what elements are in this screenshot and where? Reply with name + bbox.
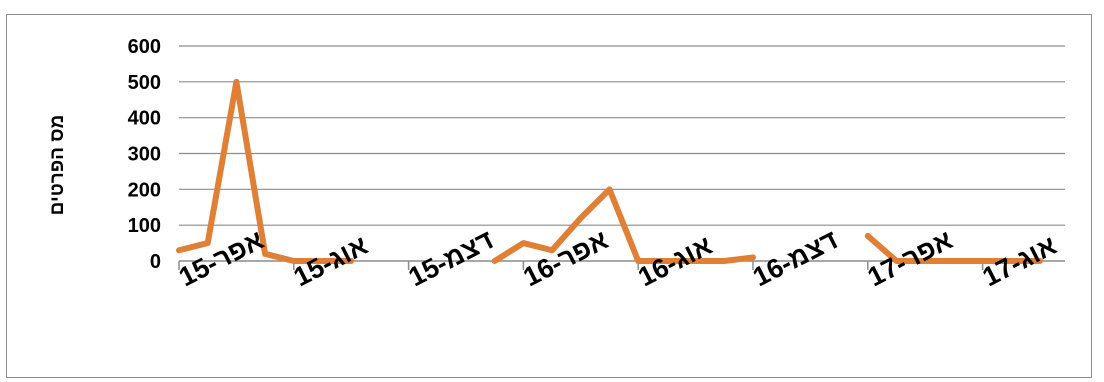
x-tick-label: אפר-17: [863, 224, 957, 292]
y-tick-label: 100: [128, 215, 161, 237]
x-tick-label: אוג-17: [978, 230, 1062, 292]
y-tick-label: 300: [128, 144, 161, 166]
x-tick-label: דצמ-15: [404, 224, 499, 292]
y-tick-label: 500: [128, 72, 161, 94]
x-tick-label: אוג-16: [633, 230, 717, 292]
y-tick-label: 400: [128, 108, 161, 130]
chart-frame: 0 100 200 300 400 500 600 אפר-15 אוג-15 דצמ-15 אפר…: [6, 14, 1092, 378]
x-tick-label: אוג-15: [289, 230, 373, 292]
cropped-title-area: [0, 0, 1104, 14]
x-tick-label: דצמ-16: [748, 224, 843, 292]
x-tick-label: אפר-15: [174, 224, 268, 292]
series-lines: [179, 82, 1040, 261]
y-tick-label: 200: [128, 179, 161, 201]
y-axis-title: מס הפרטים: [47, 115, 68, 216]
gridlines: [179, 46, 1065, 225]
series-line-segment: [179, 82, 351, 261]
line-chart: 0 100 200 300 400 500 600 אפר-15 אוג-15 דצמ-15 אפר…: [7, 15, 1091, 377]
y-tick-label: 0: [150, 251, 161, 273]
y-tick-label: 600: [128, 36, 161, 58]
